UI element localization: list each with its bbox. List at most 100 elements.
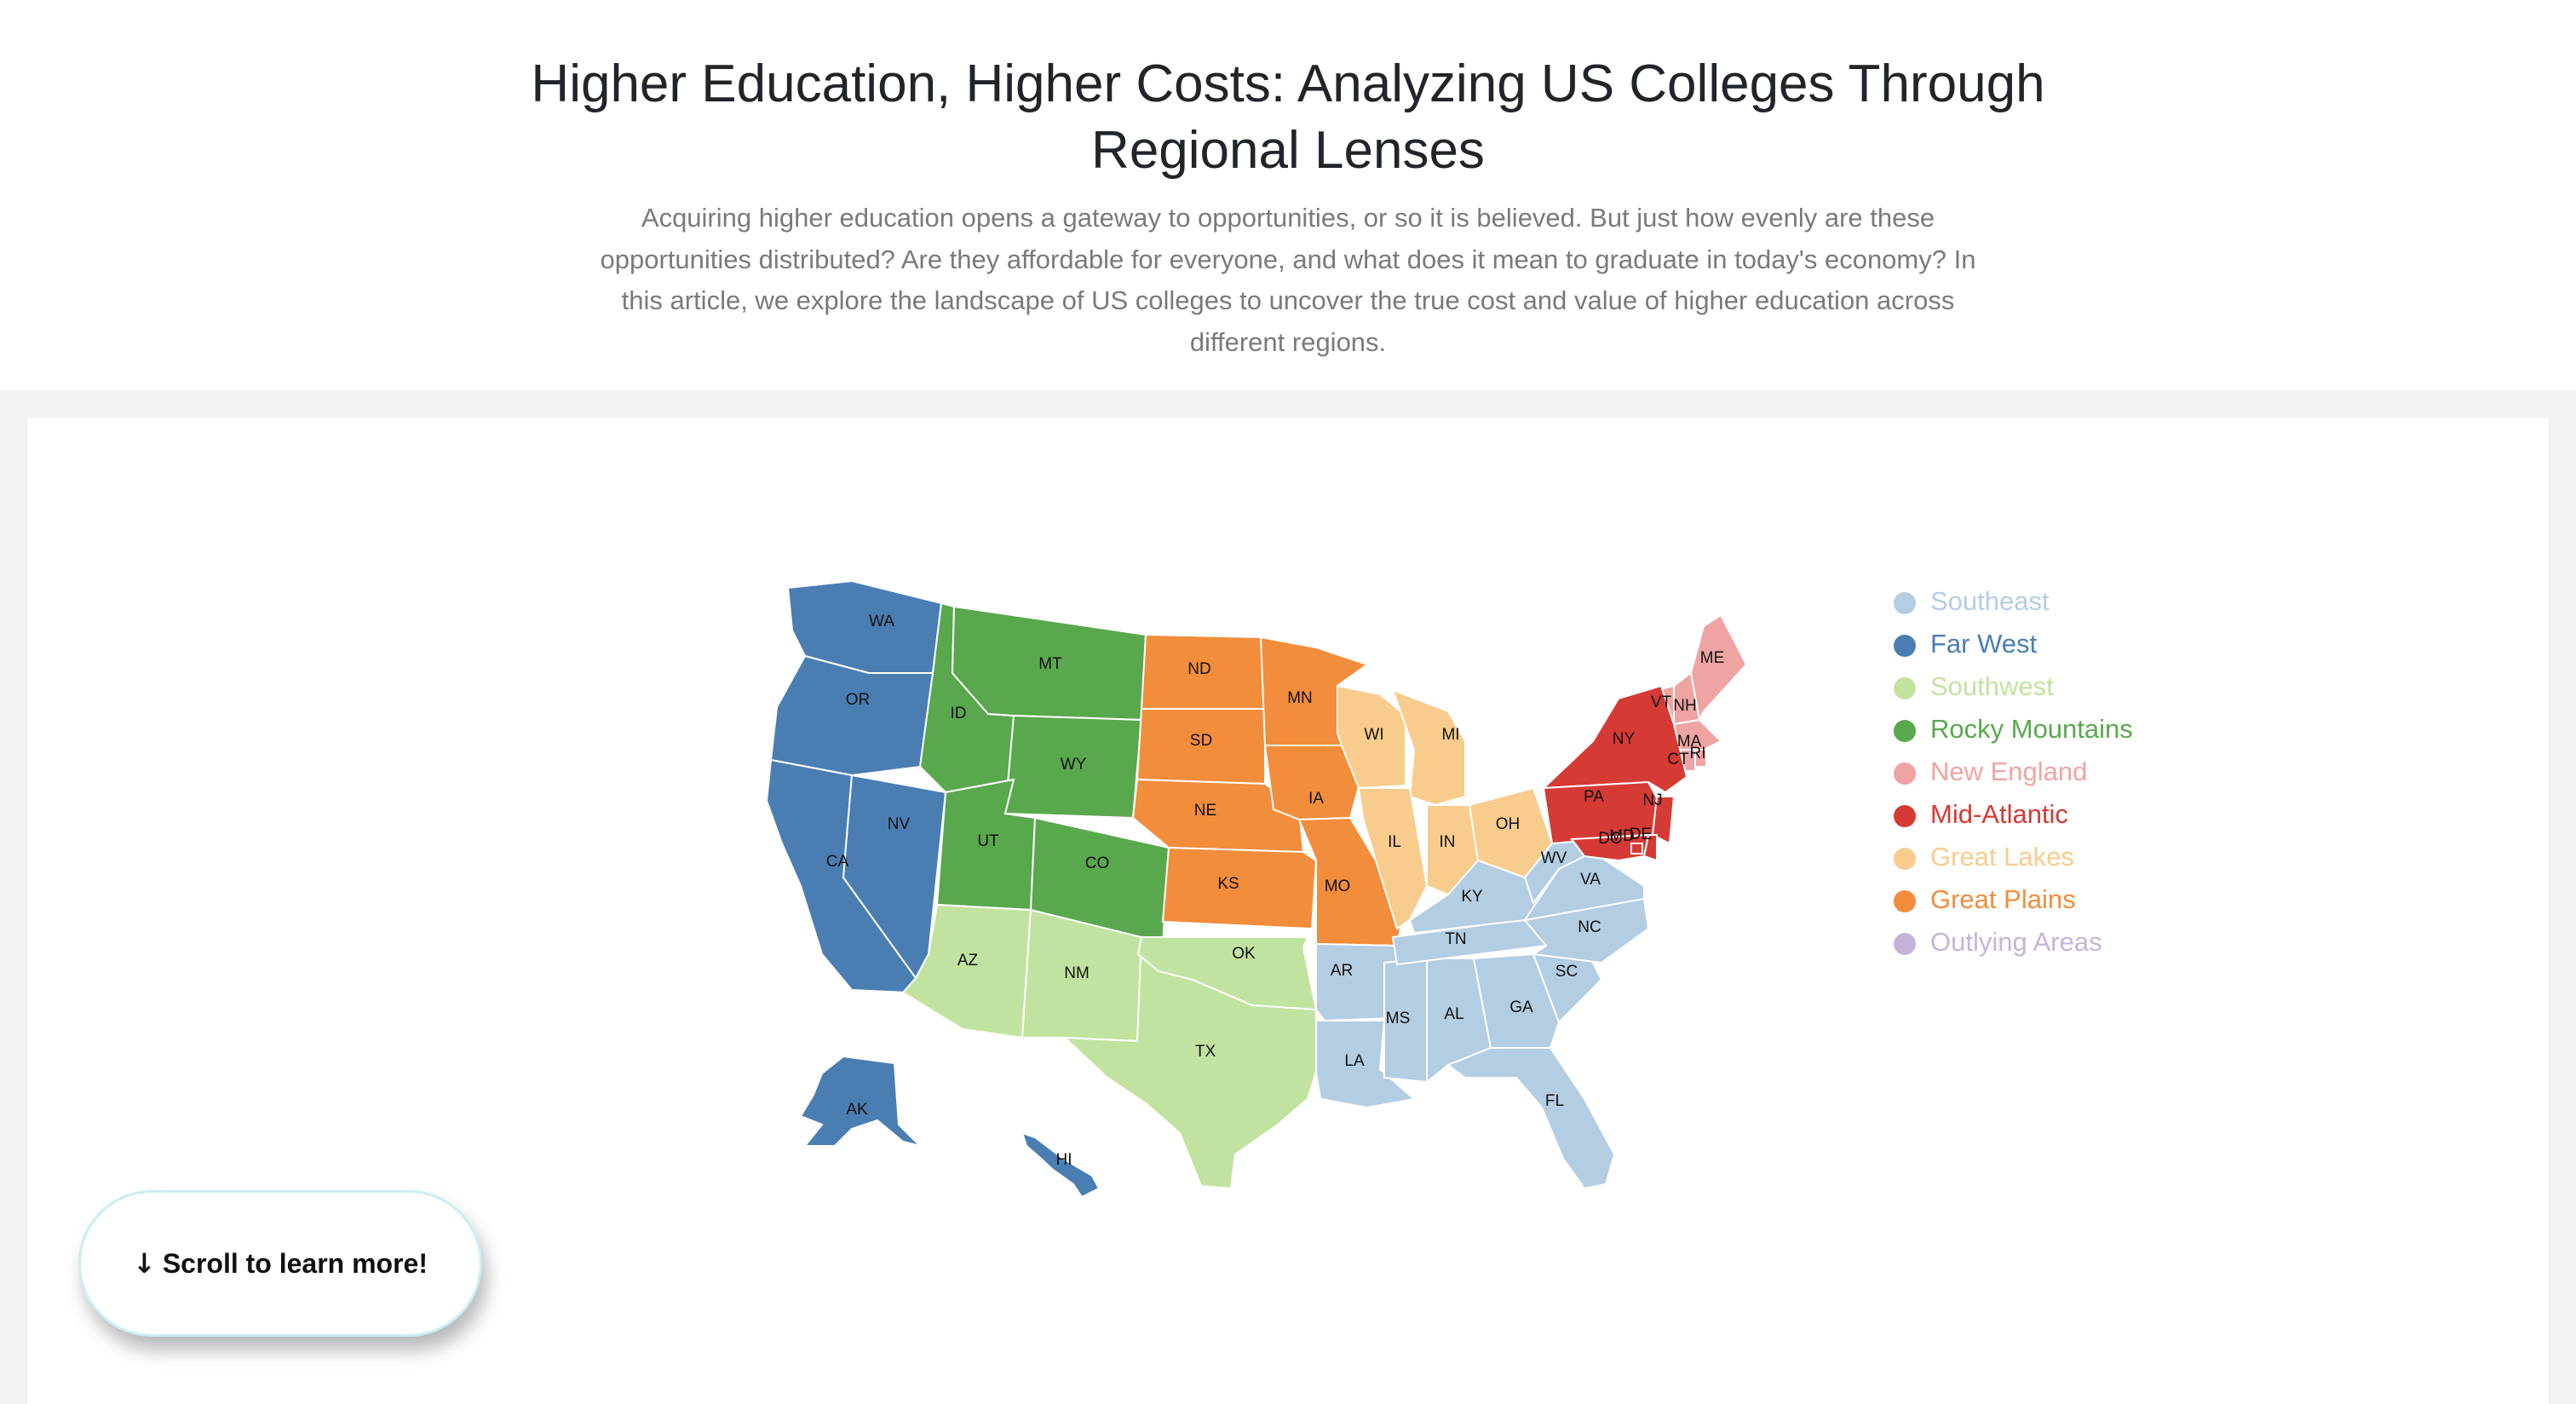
state-label-me: ME — [1700, 649, 1725, 667]
region-legend: Southeast Far West Southwest Rocky Mountain… — [1894, 586, 2133, 957]
state-label-oh: OH — [1496, 815, 1521, 833]
state-md[interactable] — [1570, 833, 1650, 862]
legend-item[interactable]: Southeast — [1894, 586, 2050, 616]
state-label-md: MD — [1609, 827, 1635, 845]
state-label-la: LA — [1344, 1052, 1365, 1070]
legend-swatch — [1894, 762, 1916, 785]
state-label-pa: PA — [1584, 788, 1604, 806]
state-label-wi: WI — [1364, 726, 1383, 744]
state-label-il: IL — [1388, 833, 1401, 851]
legend-item[interactable]: New England — [1894, 757, 2087, 786]
state-il[interactable] — [1357, 787, 1429, 930]
scroll-button[interactable]: ↓ Scroll to learn more! — [78, 1190, 482, 1337]
legend-label: Mid-Atlantic — [1930, 799, 2068, 829]
state-label-ks: KS — [1217, 875, 1239, 893]
legend-label: Southwest — [1930, 671, 2054, 701]
state-label-ma: MA — [1677, 733, 1702, 751]
state-label-sd: SD — [1190, 732, 1212, 750]
legend-swatch — [1894, 933, 1916, 955]
state-label-nv: NV — [888, 815, 911, 833]
legend-item[interactable]: Great Plains — [1894, 884, 2076, 914]
state-label-nh: NH — [1673, 697, 1696, 715]
state-label-ri: RI — [1690, 745, 1706, 762]
state-label-ut: UT — [977, 832, 999, 850]
state-or[interactable] — [769, 654, 934, 777]
legend-item[interactable]: Outlying Areas — [1894, 927, 2102, 957]
state-label-mo: MO — [1325, 878, 1351, 895]
state-label-vt: VT — [1651, 693, 1672, 711]
page-title: Higher Education, Higher Costs: Analyzin… — [531, 55, 2045, 180]
state-labels-layer: WA OR CA NV AK HI ID MT WY UT CO AZ NM TX OK ND SD NE KS IA… — [826, 613, 1724, 1169]
legend-item[interactable]: Far West — [1894, 629, 2038, 659]
state-label-sc: SC — [1555, 963, 1578, 981]
legend-swatch — [1894, 635, 1916, 657]
state-label-de: DE — [1630, 826, 1652, 843]
state-label-nm: NM — [1064, 964, 1090, 982]
state-label-ga: GA — [1509, 998, 1533, 1016]
legend-item[interactable]: Great Lakes — [1894, 842, 2074, 872]
legend-label: Rocky Mountains — [1930, 714, 2133, 744]
page-header: Higher Education, Higher Costs: Analyzin… — [0, 0, 2576, 390]
legend-item[interactable]: Mid-Atlantic — [1894, 799, 2068, 829]
state-label-ne: NE — [1194, 802, 1216, 820]
state-label-ny: NY — [1613, 730, 1636, 748]
state-dc[interactable] — [1630, 843, 1643, 854]
legend-swatch — [1894, 805, 1916, 827]
state-ok[interactable] — [1136, 936, 1318, 1011]
legend-swatch — [1894, 890, 1916, 912]
legend-swatch — [1894, 592, 1916, 614]
legend-swatch — [1894, 848, 1916, 870]
state-label-ca: CA — [826, 853, 849, 871]
legend-label: New England — [1930, 757, 2087, 786]
state-label-ak: AK — [846, 1101, 868, 1119]
state-label-in: IN — [1440, 833, 1456, 851]
state-nj[interactable] — [1651, 796, 1676, 845]
state-label-co: CO — [1085, 854, 1110, 872]
legend-swatch — [1894, 677, 1916, 699]
state-label-dc: DC — [1598, 830, 1621, 848]
legend-label: Outlying Areas — [1930, 927, 2102, 957]
state-label-ms: MS — [1386, 1010, 1411, 1027]
legend-label: Far West — [1930, 629, 2038, 659]
state-ga[interactable] — [1472, 952, 1561, 1049]
intro-paragraph: Acquiring higher education opens a gatew… — [600, 203, 1976, 357]
legend-label: Great Lakes — [1930, 842, 2074, 872]
state-label-va: VA — [1580, 871, 1601, 889]
legend-swatch — [1894, 720, 1916, 742]
state-label-fl: FL — [1545, 1092, 1564, 1110]
state-label-mn: MN — [1287, 689, 1313, 707]
state-label-ky: KY — [1461, 888, 1483, 906]
state-ny[interactable] — [1541, 684, 1688, 794]
state-label-nj: NJ — [1642, 791, 1662, 809]
legend-label: Great Plains — [1930, 884, 2076, 914]
state-hi[interactable] — [1021, 1131, 1101, 1199]
state-label-tx: TX — [1195, 1043, 1216, 1061]
state-label-tn: TN — [1445, 930, 1466, 948]
legend-item[interactable]: Rocky Mountains — [1894, 714, 2133, 744]
state-label-mt: MT — [1038, 655, 1062, 673]
state-label-ar: AR — [1331, 962, 1353, 980]
state-label-az: AZ — [957, 952, 979, 970]
state-fl[interactable] — [1446, 1047, 1616, 1190]
arrow-down-icon: ↓ — [133, 1247, 156, 1280]
state-wi[interactable] — [1337, 684, 1406, 790]
state-ak[interactable] — [799, 1055, 923, 1148]
scroll-button-label: Scroll to learn more! — [162, 1247, 428, 1279]
state-label-wa: WA — [869, 613, 894, 630]
state-me[interactable] — [1689, 613, 1748, 723]
state-label-hi: HI — [1056, 1151, 1072, 1169]
state-label-nc: NC — [1578, 918, 1601, 936]
state-label-id: ID — [951, 705, 967, 722]
state-mi[interactable] — [1391, 688, 1466, 807]
state-label-ok: OK — [1232, 945, 1256, 963]
legend-item[interactable]: Southwest — [1894, 671, 2054, 701]
state-label-mi: MI — [1441, 726, 1459, 744]
state-label-ct: CT — [1667, 751, 1689, 768]
state-ks[interactable] — [1161, 846, 1318, 930]
state-label-nd: ND — [1187, 660, 1210, 678]
state-ar[interactable] — [1315, 942, 1399, 1022]
state-label-wy: WY — [1061, 756, 1087, 774]
us-region-map: WA OR CA NV AK HI ID MT WY UT CO AZ NM TX OK ND SD NE KS IA… — [765, 579, 2133, 1199]
state-label-or: OR — [846, 691, 871, 709]
legend-label: Southeast — [1930, 586, 2050, 616]
